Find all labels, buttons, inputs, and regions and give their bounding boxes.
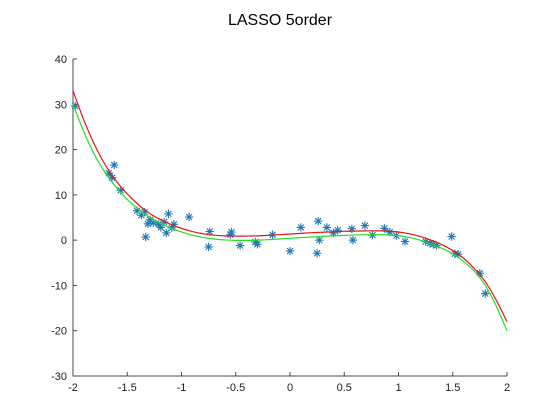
data-point	[141, 232, 150, 242]
data-point	[296, 223, 306, 232]
green-fit-line	[72, 104, 508, 331]
data-point	[447, 232, 456, 241]
data-point	[312, 249, 322, 258]
x-tick-label: -1	[177, 382, 187, 394]
y-tick-label: -10	[51, 280, 67, 292]
data-point	[204, 242, 213, 252]
data-point	[149, 218, 158, 228]
data-point	[227, 227, 236, 237]
data-point	[164, 209, 173, 219]
y-tick-label: 40	[55, 54, 67, 66]
x-tick-label: 0.5	[337, 382, 352, 394]
data-point	[400, 237, 410, 246]
data-point	[360, 221, 370, 230]
data-point	[285, 246, 295, 256]
data-point	[475, 269, 485, 278]
y-tick-label: 10	[55, 190, 67, 202]
x-tick-label: 2	[504, 382, 510, 394]
x-tick-label: 1.5	[445, 382, 460, 394]
data-point	[348, 235, 358, 245]
red-fit-line	[72, 90, 508, 322]
data-point	[481, 289, 490, 298]
data-point	[253, 240, 262, 249]
plot-area: -2 -1.5 -1 -0.5 0 0.5 1 1.5 2 -30 -20 -10 0 10 20 30 40	[51, 54, 510, 394]
data-point	[315, 235, 324, 245]
y-tick-label: 20	[55, 145, 67, 157]
y-tick-label: 30	[55, 99, 67, 111]
x-tick-label: -1.5	[118, 382, 137, 394]
chart-title: LASSO 5order	[228, 12, 333, 29]
data-point	[162, 228, 171, 238]
axis-frame	[72, 59, 507, 377]
series-layer	[70, 90, 508, 331]
y-tick-label: -20	[51, 326, 67, 338]
data-point	[322, 223, 332, 232]
y-tick-label: 0	[61, 235, 67, 247]
x-tick-label: 1	[395, 382, 401, 394]
data-point	[333, 225, 342, 235]
data-point	[184, 212, 194, 222]
x-tick-label: 0	[287, 382, 293, 394]
data-point	[314, 216, 323, 226]
data-point	[110, 160, 119, 170]
data-point	[235, 241, 245, 250]
y-axis: -30 -20 -10 0 10 20 30 40	[51, 54, 77, 383]
x-axis: -2 -1.5 -1 -0.5 0 0.5 1 1.5 2	[68, 372, 510, 394]
x-tick-label: -2	[68, 382, 78, 394]
x-tick-label: -0.5	[226, 382, 245, 394]
y-tick-label: -30	[51, 371, 67, 383]
